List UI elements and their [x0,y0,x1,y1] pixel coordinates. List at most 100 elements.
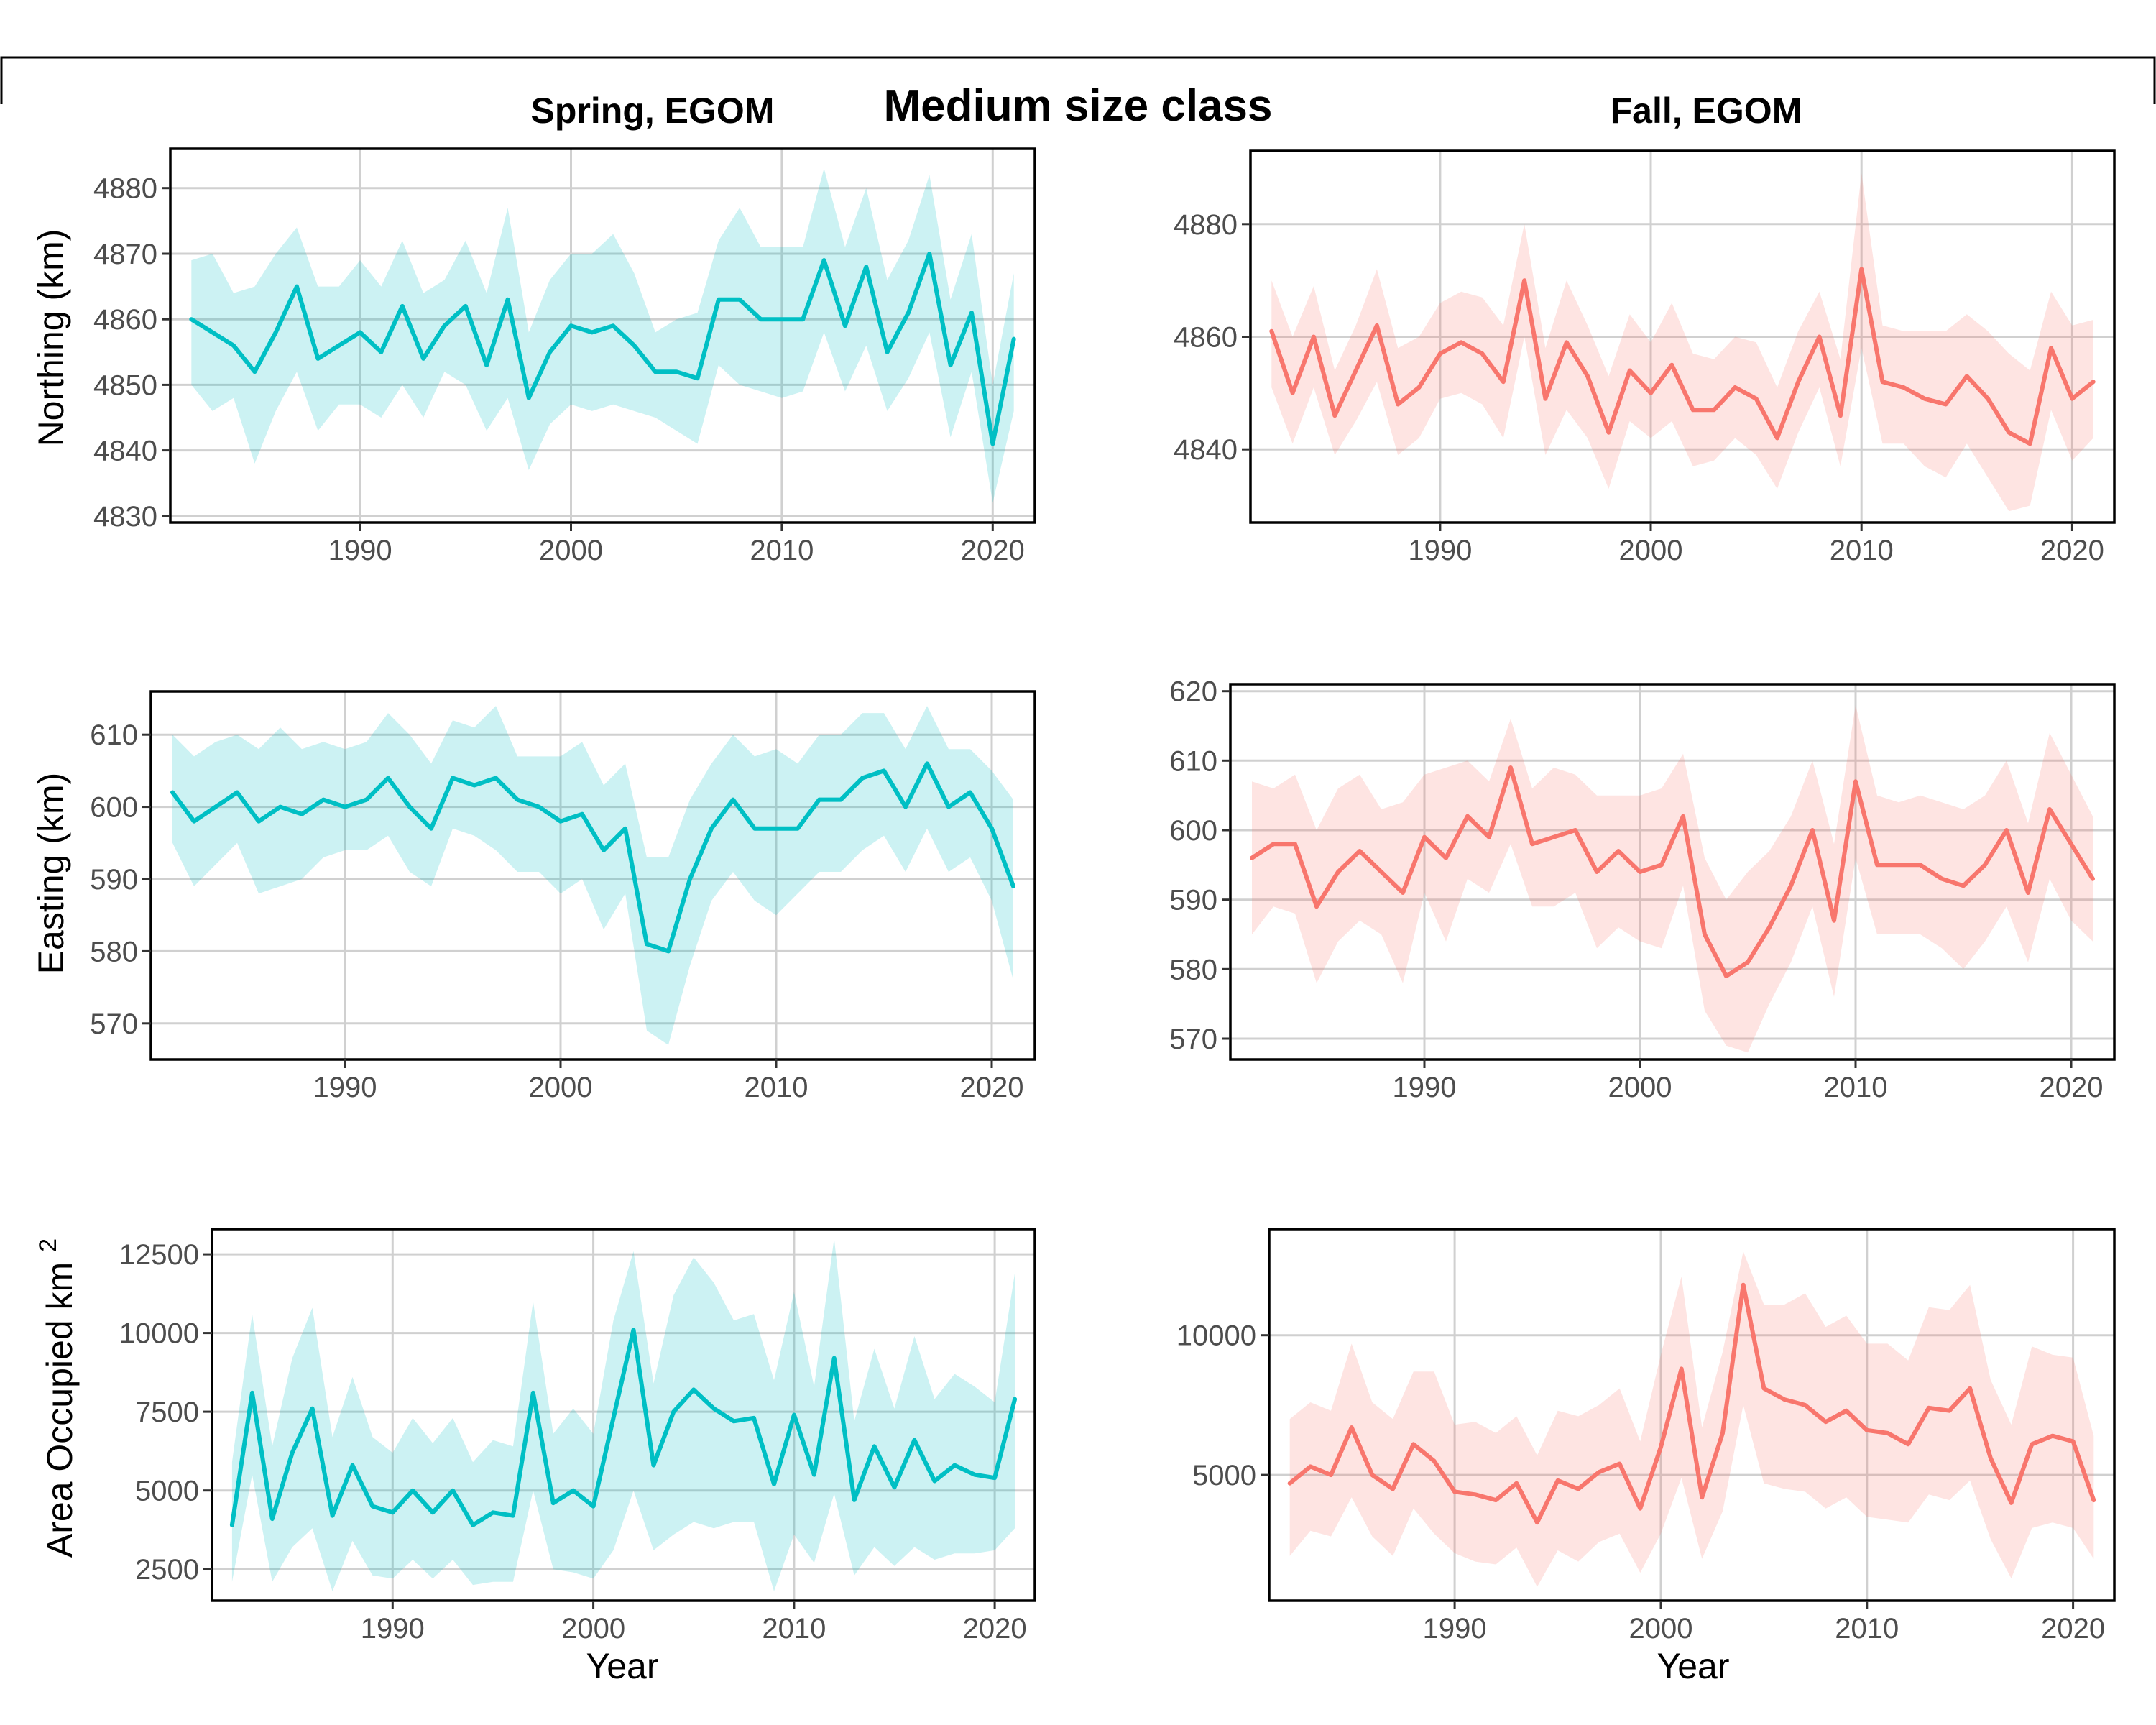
data-point [1680,1366,1684,1371]
data-point [1312,335,1316,339]
data-point [2004,828,2009,832]
data-point [711,1407,716,1411]
data-point [864,264,868,269]
data-point [1865,1428,1869,1432]
data-point [1494,1498,1498,1502]
x-tick-label: 2010 [1835,1613,1899,1644]
y-tick-label: 600 [1169,815,1217,847]
data-point [1595,870,1599,874]
series-line [1250,765,2095,978]
data-point [1013,1397,1017,1402]
panel-border [1229,683,2116,1061]
data-point [1761,1386,1766,1391]
data-point [1012,337,1016,341]
data-point [1293,842,1297,846]
data-point [407,805,412,809]
y-tick-label: 4880 [1174,209,1238,241]
data-point [801,317,805,321]
data-point [506,298,510,302]
data-point [1754,397,1759,401]
data-point [1350,1425,1354,1430]
data-point [1522,278,1526,282]
data-point [430,1510,435,1514]
data-point [257,819,261,824]
y-tick-label: 4860 [93,304,157,336]
xlabel-spring: Year [586,1646,658,1686]
data-point [688,877,692,881]
data-point [1832,919,1836,923]
data-point [792,1413,796,1417]
xlabel-fall: Year [1657,1646,1729,1686]
data-point [451,776,455,781]
data-point [1487,835,1491,840]
data-point [1308,1464,1312,1468]
data-point [1432,1459,1437,1463]
data-point [882,768,886,773]
data-point [1983,862,1987,867]
plot-background [212,1229,1035,1601]
data-point [737,298,742,302]
data-point [2028,441,2032,446]
x-tick-label: 2010 [1830,535,1894,566]
figure-title: Medium size class [883,81,1272,131]
data-point [351,1463,355,1468]
data-point [1659,862,1664,867]
x-tick-label: 2010 [750,535,814,566]
data-point [2026,891,2030,895]
data-point [1573,828,1577,832]
data-point [1370,1473,1374,1477]
data-point [1452,1489,1457,1494]
y-tick-label: 4860 [1174,322,1238,354]
data-point [946,805,951,809]
ylabel-easting: Easting (km) [31,773,71,975]
data-point [1417,385,1422,390]
ylabel-area-superscript: 2 [34,1238,62,1252]
panel-spring-northing: 1990 2000 2010 2020 4830 4840 4850 4860 4870 4880 [93,147,1036,566]
plot-background [170,149,1035,523]
data-point [759,317,763,321]
x-tick-label: 1990 [1408,535,1472,566]
x-tick-label: 2010 [745,1072,808,1103]
y-tick-label: 4850 [93,369,157,401]
data-point [531,1391,535,1395]
x-tick-label: 2020 [961,535,1025,566]
data-point [1818,335,1822,339]
data-point [611,323,615,328]
data-point [386,776,390,781]
data-point [1712,408,1716,412]
data-point [464,304,468,308]
data-point [843,323,847,328]
data-point [1473,1492,1478,1496]
x-tick-label: 2020 [960,1072,1024,1103]
data-point [1358,849,1362,853]
data-point [1703,932,1707,937]
plot-background [1230,684,2114,1059]
panel-spring-easting: 1990 2000 2010 2020 570 580 590 600 610 [90,690,1036,1103]
data-point [370,1504,374,1509]
y-tick-label: 4830 [93,501,157,533]
data-point [442,323,446,328]
data-point [1354,369,1358,373]
header-bracket [0,56,2156,104]
data-point [1986,397,1990,401]
data-point [952,1463,957,1468]
data-point [752,827,757,831]
data-point [1669,363,1674,367]
data-point [1659,1445,1663,1449]
data-point [2070,397,2074,401]
data-point [906,310,911,315]
y-tick-label: 5000 [1192,1460,1256,1491]
data-point [691,1387,696,1392]
data-point [2071,1439,2076,1443]
data-point [379,350,383,354]
y-tick-label: 590 [90,864,138,896]
data-point [1733,385,1737,390]
data-point [278,805,282,809]
series-line [189,252,1016,446]
data-point [1859,267,1864,272]
data-point [1681,814,1685,819]
ylabel-area: Area Occupied km 2 [34,1238,80,1558]
x-tick-label: 1990 [1423,1613,1487,1644]
data-point [290,1450,295,1455]
confidence-band [1289,1251,2094,1587]
